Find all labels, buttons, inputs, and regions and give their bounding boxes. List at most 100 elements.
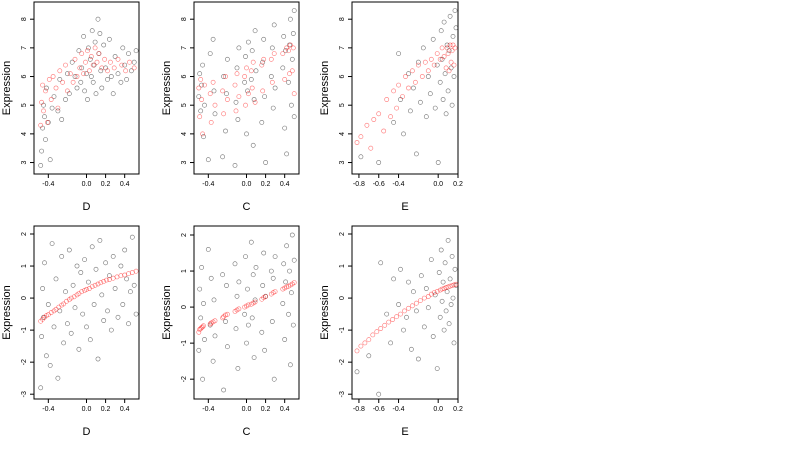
data-point — [74, 263, 80, 269]
data-point — [431, 62, 437, 68]
data-point — [428, 257, 434, 262]
data-point — [78, 270, 84, 275]
data-point — [289, 68, 295, 74]
data-point — [443, 111, 449, 117]
data-point — [55, 105, 61, 111]
data-point — [441, 54, 447, 59]
y-tick-label: 5 — [21, 103, 28, 107]
data-point — [272, 85, 278, 91]
data-point — [438, 247, 444, 253]
data-point — [449, 253, 455, 259]
data-point — [115, 314, 121, 320]
x-tick-label: 0.2 — [261, 181, 271, 188]
data-point — [212, 318, 218, 324]
data-point — [423, 286, 429, 291]
data-point — [197, 114, 203, 120]
data-point — [388, 114, 393, 120]
data-point — [202, 82, 207, 88]
data-point — [61, 340, 66, 346]
data-point — [281, 261, 287, 267]
data-point — [105, 308, 110, 314]
data-point — [48, 97, 54, 102]
data-point — [410, 85, 416, 91]
data-point — [291, 114, 297, 120]
data-point — [233, 99, 239, 105]
data-point — [101, 278, 107, 284]
data-point — [129, 234, 135, 240]
y-tick-label: 6 — [181, 74, 188, 78]
data-point — [451, 340, 457, 346]
data-point — [92, 45, 98, 51]
data-point — [232, 261, 238, 267]
data-point — [221, 111, 226, 117]
x-tick-label: 0.2 — [453, 406, 463, 413]
y-tick-label: -2 — [21, 359, 28, 365]
data-point — [99, 292, 105, 298]
data-point — [49, 105, 55, 111]
data-point — [413, 151, 419, 157]
data-point — [108, 59, 113, 65]
data-point — [76, 346, 82, 352]
data-point — [259, 62, 265, 68]
data-point — [202, 102, 207, 108]
series-red — [196, 42, 297, 137]
data-point — [358, 134, 364, 140]
data-point — [450, 295, 456, 301]
x-tick-label: -0.8 — [353, 406, 365, 413]
data-point — [200, 376, 205, 382]
y-tick-label: 7 — [181, 46, 188, 50]
y-tick-label: 5 — [339, 103, 346, 107]
data-point — [249, 315, 255, 321]
data-point — [61, 301, 66, 307]
data-point — [72, 305, 78, 311]
y-tick-label: -1 — [181, 340, 188, 346]
data-point — [437, 79, 443, 85]
data-point — [233, 326, 239, 332]
data-point — [252, 28, 258, 34]
data-point — [39, 99, 44, 105]
data-point — [400, 94, 405, 99]
data-point — [443, 308, 449, 314]
data-point — [65, 71, 70, 77]
data-point — [354, 348, 360, 354]
data-point — [407, 108, 413, 114]
data-point — [451, 62, 457, 68]
data-point — [432, 105, 438, 111]
data-point — [445, 51, 451, 56]
data-point — [261, 36, 267, 42]
data-point — [115, 71, 121, 77]
x-tick-label: 0.4 — [280, 406, 290, 413]
data-point — [44, 353, 49, 359]
data-point — [436, 270, 442, 275]
data-point — [287, 16, 293, 22]
data-point — [280, 51, 286, 56]
data-point — [446, 68, 452, 74]
data-point — [41, 108, 46, 114]
data-point — [245, 286, 250, 292]
data-point — [91, 302, 97, 307]
data-point — [452, 45, 458, 51]
data-point — [259, 120, 265, 125]
y-tick-label: 4 — [21, 132, 28, 136]
y-tick-label: -1 — [339, 327, 346, 333]
data-point — [51, 324, 57, 330]
data-point — [224, 283, 229, 288]
data-point — [358, 154, 364, 160]
data-point — [449, 102, 455, 108]
data-point — [87, 56, 93, 62]
data-point — [42, 114, 47, 120]
y-axis-label: Expression — [161, 285, 173, 339]
data-point — [99, 65, 105, 71]
data-point — [435, 160, 441, 165]
data-point — [242, 74, 247, 79]
y-tick-label: -2 — [339, 359, 346, 365]
data-point — [196, 94, 202, 99]
data-point — [89, 244, 95, 250]
data-point — [287, 71, 292, 77]
data-point — [123, 68, 128, 74]
data-point — [415, 62, 421, 68]
y-tick-label: -2 — [181, 376, 188, 382]
data-point — [283, 279, 288, 285]
y-tick-label: 4 — [339, 132, 346, 136]
data-point — [249, 85, 255, 91]
